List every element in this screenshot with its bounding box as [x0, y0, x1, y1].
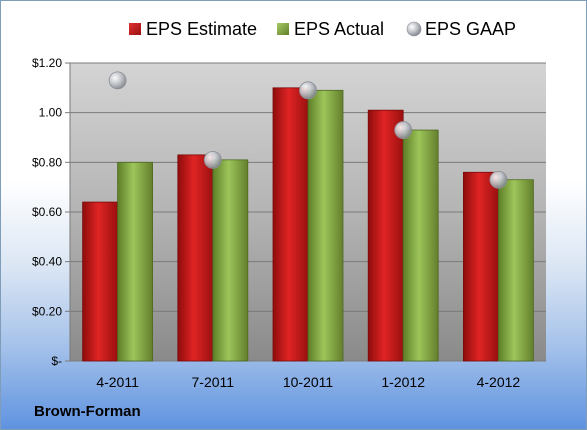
- legend-label: EPS GAAP: [425, 19, 516, 39]
- gaap-marker: [489, 170, 508, 189]
- y-tick-label: $0.20: [32, 304, 62, 318]
- legend-swatch: [129, 23, 141, 35]
- estimate-bar: [272, 87, 309, 362]
- gaap-marker: [394, 121, 413, 139]
- estimate-bar: [462, 171, 499, 362]
- y-tick-label: $0.60: [32, 205, 62, 219]
- x-tick-label: 4-2011: [96, 374, 139, 390]
- legend-label: EPS Estimate: [146, 19, 257, 39]
- estimate-bar: [177, 154, 214, 362]
- actual-bar: [307, 89, 344, 362]
- estimate-bar: [82, 201, 118, 362]
- bars: [82, 87, 534, 362]
- actual-bar: [117, 161, 153, 362]
- estimate-bar: [367, 109, 404, 362]
- x-tick-label: 1-2012: [381, 374, 425, 390]
- gaap-marker: [108, 71, 127, 90]
- company-name: Brown-Forman: [34, 403, 141, 420]
- y-tick-label: $0.80: [32, 155, 62, 169]
- x-tick-label: 7-2011: [192, 374, 235, 390]
- legend-swatch: [406, 21, 422, 37]
- y-tick-label: $-: [51, 354, 62, 368]
- y-tick-label: $0.40: [32, 255, 62, 269]
- actual-bar: [402, 129, 439, 362]
- actual-bar: [497, 179, 534, 362]
- gaap-markers: [108, 71, 508, 189]
- x-tick-label: 10-2011: [283, 374, 334, 390]
- legend: EPS Estimate EPS Actual EPS GAAP: [129, 19, 516, 39]
- y-tick-label: 1.00: [39, 106, 63, 120]
- x-tick-label: 4-2012: [477, 374, 521, 390]
- gaap-marker: [203, 150, 222, 169]
- actual-bar: [212, 159, 249, 362]
- x-axis: 4-2011 7-2011 10-2011 1-2012 4-2012: [96, 374, 520, 390]
- legend-label: EPS Actual: [294, 19, 384, 39]
- legend-swatch: [277, 23, 289, 35]
- gaap-marker: [299, 81, 317, 100]
- y-tick-label: $1.20: [32, 56, 62, 70]
